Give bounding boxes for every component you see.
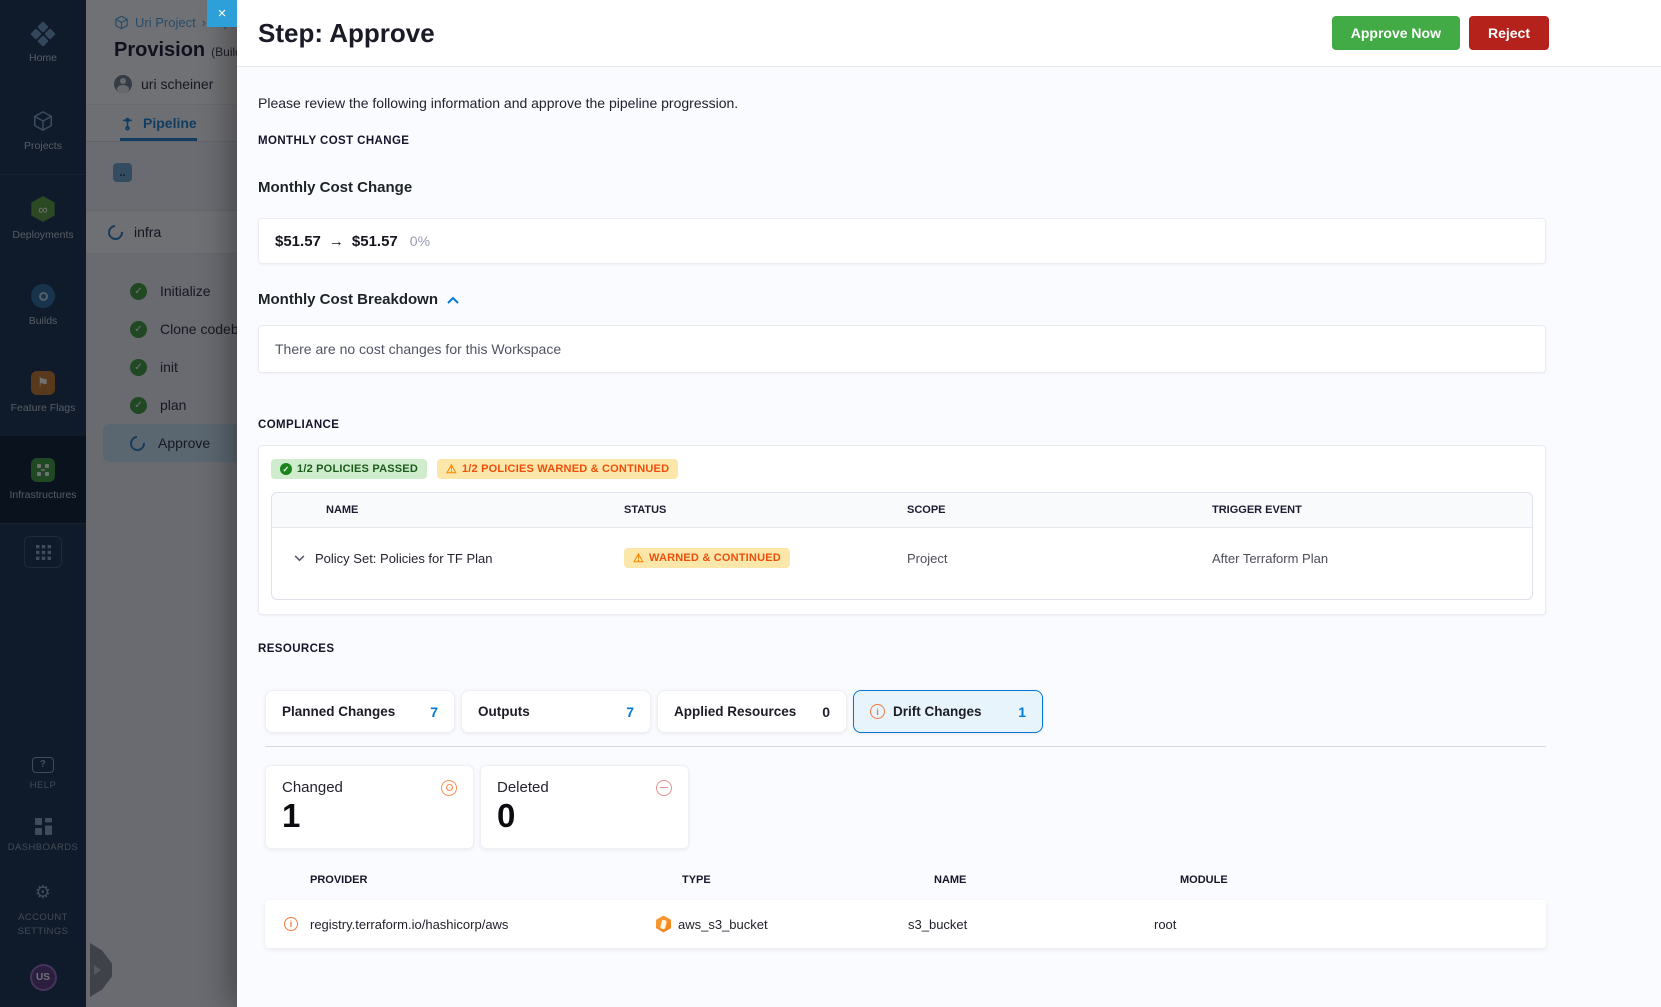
section-heading-monthly-cost: MONTHLY COST CHANGE xyxy=(258,135,410,147)
modal-dim-overlay[interactable] xyxy=(0,0,237,1007)
policies-warned-badge: ⚠ 1/2 POLICIES WARNED & CONTINUED xyxy=(436,459,679,479)
tab-label: Applied Resources xyxy=(674,704,797,719)
resource-type: aws_s3_bucket xyxy=(678,916,768,932)
resource-tab-cards: Planned Changes 7 Outputs 7 Applied Reso… xyxy=(265,690,1546,733)
tab-outputs[interactable]: Outputs 7 xyxy=(461,690,651,733)
column-header-scope: SCOPE xyxy=(907,504,946,516)
monthly-cost-breakdown-toggle[interactable]: Monthly Cost Breakdown xyxy=(258,291,1546,308)
cost-breakdown-empty-card: There are no cost changes for this Works… xyxy=(258,325,1546,373)
policy-scope: Project xyxy=(907,550,948,566)
chevron-down-icon[interactable] xyxy=(294,554,305,562)
deleted-minus-icon xyxy=(656,779,672,796)
resource-module: root xyxy=(1154,916,1177,932)
warning-triangle-icon: ⚠ xyxy=(445,462,457,476)
no-cost-changes-text: There are no cost changes for this Works… xyxy=(275,341,562,357)
resources-divider xyxy=(265,746,1546,747)
stat-value: 0 xyxy=(497,797,516,834)
cost-change-card: $51.57 → $51.57 0% xyxy=(258,218,1546,264)
check-circle-icon: ✓ xyxy=(280,463,292,475)
cost-from: $51.57 xyxy=(275,232,321,250)
resource-provider: registry.terraform.io/hashicorp/aws xyxy=(310,916,509,932)
tab-count: 0 xyxy=(822,703,830,720)
policy-summary-badges: ✓ 1/2 POLICIES PASSED ⚠ 1/2 POLICIES WAR… xyxy=(271,459,1533,479)
tab-applied-resources[interactable]: Applied Resources 0 xyxy=(657,690,847,733)
policy-set-name: Policy Set: Policies for TF Plan xyxy=(315,550,493,566)
column-header-module: MODULE xyxy=(1180,874,1228,886)
compliance-card: ✓ 1/2 POLICIES PASSED ⚠ 1/2 POLICIES WAR… xyxy=(258,445,1546,615)
policies-passed-badge: ✓ 1/2 POLICIES PASSED xyxy=(271,459,427,479)
reject-button[interactable]: Reject xyxy=(1468,16,1549,50)
stat-label: Changed xyxy=(282,779,343,796)
stat-label: Deleted xyxy=(497,779,549,796)
review-instructions: Please review the following information … xyxy=(258,95,739,111)
drift-table-header: PROVIDER TYPE NAME MODULE xyxy=(265,874,1546,886)
monthly-cost-change-subheading: Monthly Cost Change xyxy=(258,179,413,196)
drift-info-icon: i xyxy=(284,917,298,931)
column-header-name: NAME xyxy=(326,504,359,516)
tab-count: 7 xyxy=(626,703,634,720)
tab-label: Drift Changes xyxy=(893,704,982,719)
column-header-provider: PROVIDER xyxy=(310,874,368,886)
drift-changed-icon xyxy=(441,779,457,796)
drawer-header: Step: Approve Approve Now Reject xyxy=(237,0,1661,67)
tab-count: 7 xyxy=(430,703,438,720)
section-heading-compliance: COMPLIANCE xyxy=(258,419,340,431)
deleted-stat-card: Deleted 0 xyxy=(480,765,689,849)
tab-count: 1 xyxy=(1018,703,1026,720)
resource-name: s3_bucket xyxy=(908,916,968,932)
column-header-status: STATUS xyxy=(624,504,667,516)
cost-percent: 0% xyxy=(409,233,431,249)
arrow-right-icon: → xyxy=(328,232,344,250)
badge-label: WARNED & CONTINUED xyxy=(648,552,781,564)
column-header-name: NAME xyxy=(934,874,967,886)
policy-status-badge: ⚠ WARNED & CONTINUED xyxy=(624,548,790,568)
breakdown-heading: Monthly Cost Breakdown xyxy=(258,291,439,308)
chevron-up-icon xyxy=(447,296,459,304)
policy-set-table: NAME STATUS SCOPE TRIGGER EVENT Policy S… xyxy=(271,492,1533,600)
tab-planned-changes[interactable]: Planned Changes 7 xyxy=(265,690,455,733)
policy-table-header: NAME STATUS SCOPE TRIGGER EVENT xyxy=(272,493,1532,528)
drift-table-row[interactable]: i registry.terraform.io/hashicorp/aws aw… xyxy=(265,900,1546,948)
drawer-body: Please review the following information … xyxy=(237,67,1661,948)
tab-drift-changes[interactable]: i Drift Changes 1 xyxy=(853,690,1043,733)
tab-label: Outputs xyxy=(478,704,530,719)
policy-trigger-event: After Terraform Plan xyxy=(1212,550,1329,566)
policy-table-row[interactable]: Policy Set: Policies for TF Plan ⚠ WARNE… xyxy=(272,528,1532,588)
stat-value: 1 xyxy=(282,797,301,834)
column-header-trigger: TRIGGER EVENT xyxy=(1212,504,1302,516)
close-icon[interactable]: × xyxy=(207,0,237,27)
cost-to: $51.57 xyxy=(351,232,398,250)
drift-info-icon: i xyxy=(870,704,885,719)
approve-step-drawer: × Step: Approve Approve Now Reject Pleas… xyxy=(207,0,1661,1007)
badge-label: 1/2 POLICIES PASSED xyxy=(297,463,418,475)
aws-provider-icon xyxy=(656,915,671,933)
tab-label: Planned Changes xyxy=(282,704,396,719)
drift-stat-cards: Changed 1 Deleted 0 xyxy=(265,765,1546,849)
resources-area: Planned Changes 7 Outputs 7 Applied Reso… xyxy=(265,690,1546,948)
column-header-type: TYPE xyxy=(682,874,711,886)
section-heading-resources: RESOURCES xyxy=(258,643,335,655)
badge-label: 1/2 POLICIES WARNED & CONTINUED xyxy=(461,463,670,475)
warning-triangle-icon: ⚠ xyxy=(633,551,644,565)
changed-stat-card: Changed 1 xyxy=(265,765,474,849)
approve-now-button[interactable]: Approve Now xyxy=(1331,16,1460,50)
drawer-title: Step: Approve xyxy=(258,17,435,48)
